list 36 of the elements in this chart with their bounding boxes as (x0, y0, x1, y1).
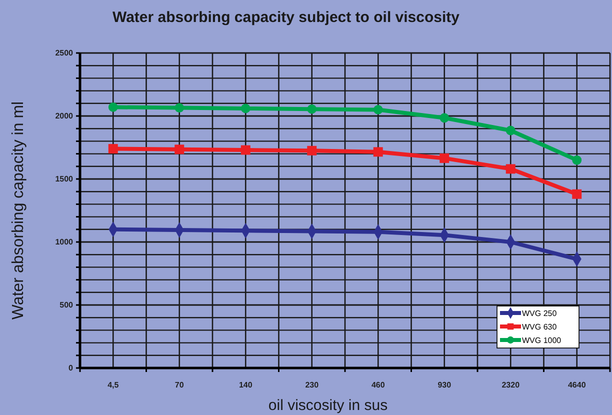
x-tick-label: 4640 (568, 380, 586, 390)
legend-label: WVG 630 (522, 322, 558, 332)
point (174, 103, 184, 113)
point (240, 145, 250, 155)
point (174, 144, 184, 154)
point (240, 104, 250, 114)
x-tick-label: 2320 (502, 380, 520, 390)
point (307, 104, 317, 114)
point (572, 189, 582, 199)
chart-title: Water absorbing capacity subject to oil viscosity (112, 9, 460, 26)
x-tick-label: 930 (438, 380, 452, 390)
y-axis-title: Water absorbing capacity in ml (10, 101, 27, 320)
point (506, 164, 516, 174)
point (307, 146, 317, 156)
y-tick-label: 500 (60, 300, 74, 310)
legend-label: WVG 250 (522, 309, 558, 318)
x-tick-label: 4,5 (108, 380, 120, 390)
x-tick-label: 230 (305, 380, 320, 390)
point (373, 104, 383, 114)
y-tick-label: 0 (68, 364, 74, 373)
point (440, 153, 450, 163)
point (108, 102, 118, 112)
point (506, 126, 516, 136)
legend-label: WVG 1000 (522, 336, 562, 345)
y-tick-label: 1500 (55, 174, 74, 184)
y-tick-label: 2500 (55, 48, 74, 58)
point (440, 113, 450, 123)
x-tick-label: 70 (174, 380, 184, 390)
y-tick-label: 1000 (55, 238, 74, 247)
point (572, 155, 582, 165)
point (108, 144, 118, 154)
x-tick-label: 460 (371, 380, 386, 390)
point (373, 147, 383, 157)
x-axis-title: oil viscosity in sus (268, 397, 388, 414)
y-tick-label: 2000 (55, 112, 74, 121)
x-tick-label: 140 (238, 380, 253, 390)
